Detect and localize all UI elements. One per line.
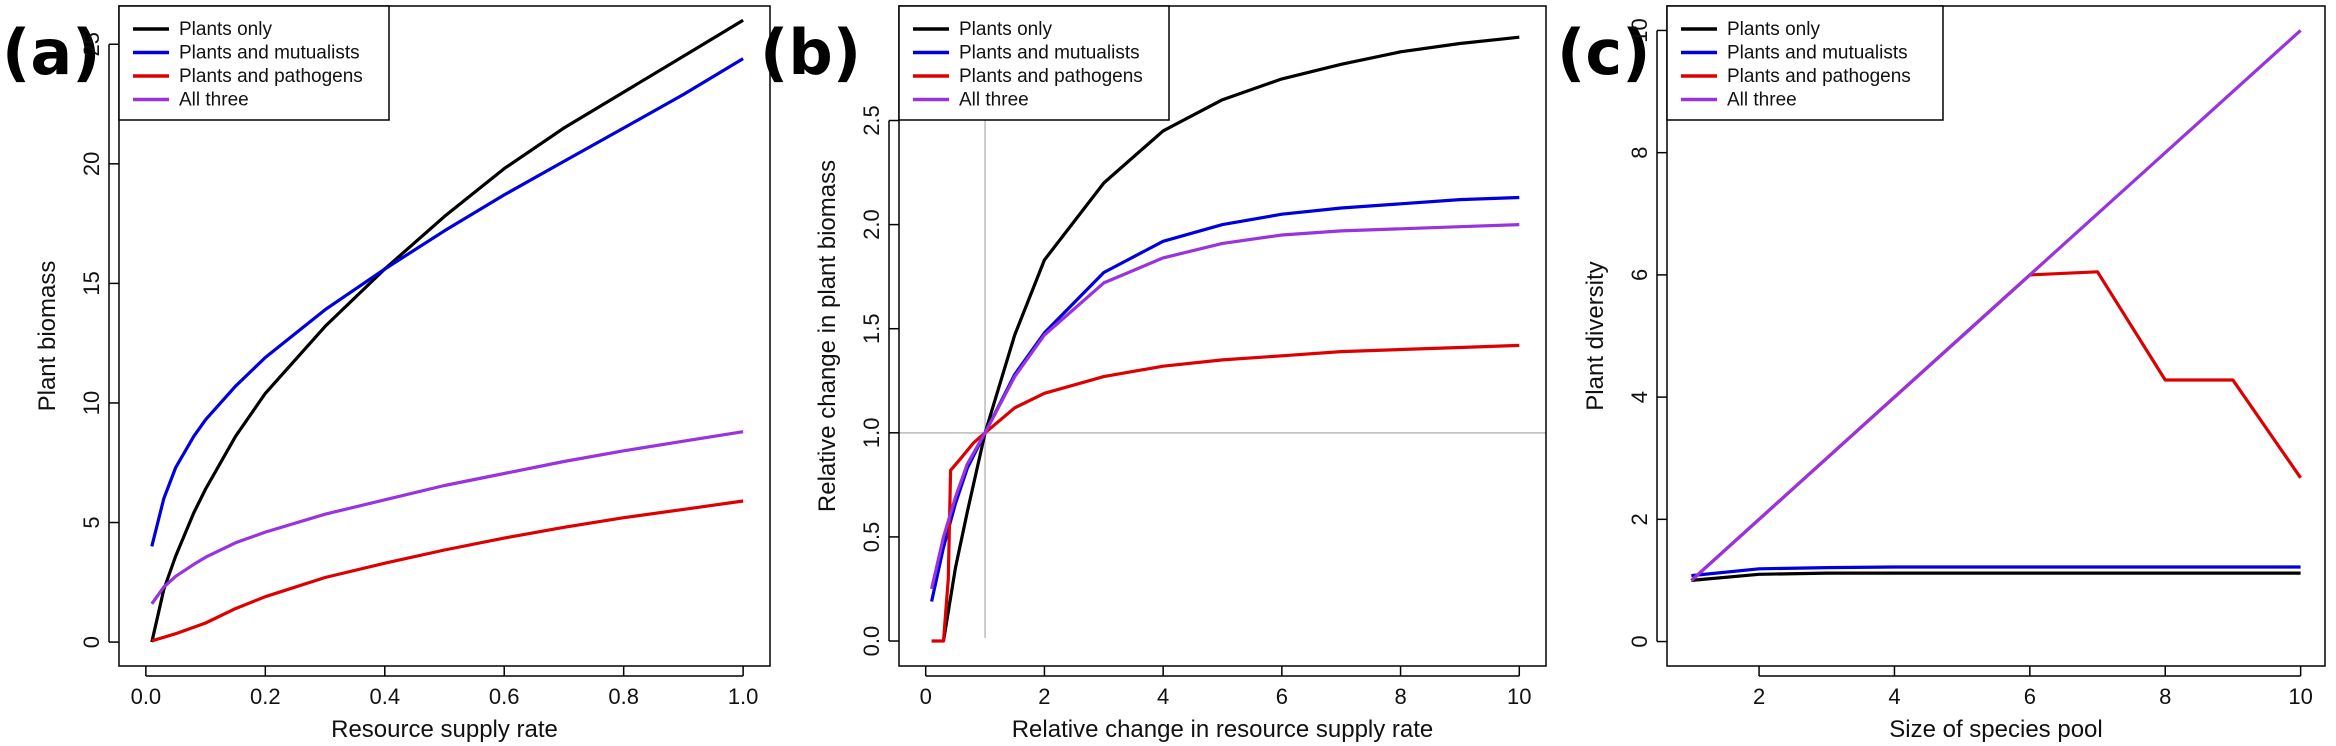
y-tick-label: 1.0: [859, 418, 884, 449]
x-tick-label: 8: [2159, 684, 2171, 709]
legend-label: Plants and pathogens: [179, 66, 363, 87]
legend-label: All three: [1727, 90, 1797, 111]
panel-b: (b) 0 2 4 6 8 10 0.0 0.5 1.0 1.5 2.0 2.5 Relative cha…: [760, 5, 1547, 743]
legend-label: Plants and pathogens: [959, 66, 1143, 87]
y-tick-label: 0: [79, 636, 104, 648]
plot-frame: [1666, 5, 2326, 667]
x-axis-title: Size of species pool: [1889, 716, 2102, 743]
plot-frame: [118, 5, 771, 667]
x-tick-label: 4: [1157, 684, 1169, 709]
legend-label: Plants only: [1727, 19, 1820, 40]
y-tick-label: 2.5: [859, 105, 884, 136]
series-line-plants-and-pathogens: [1690, 270, 2302, 582]
y-tick-label: 25: [79, 32, 104, 56]
series-line-plants-and-mutualists: [150, 57, 744, 547]
series-line-plants-only: [150, 18, 744, 643]
series-line-all-three: [150, 430, 744, 605]
x-axis-title: Resource supply rate: [331, 716, 558, 743]
legend-label: Plants and mutualists: [179, 43, 360, 64]
y-tick-label: 0: [1627, 635, 1652, 647]
x-tick-label: 10: [2288, 684, 2312, 709]
x-tick-label: 2: [1753, 684, 1765, 709]
panel-label: (b): [760, 16, 861, 89]
y-tick-label: 2.0: [859, 209, 884, 240]
legend-label: Plants only: [959, 19, 1052, 40]
x-tick-label: 8: [1394, 684, 1406, 709]
y-tick-label: 2: [1627, 513, 1652, 525]
x-tick-label: 0.4: [369, 684, 400, 709]
legend-label: All three: [959, 90, 1029, 111]
y-axis-title: Plant biomass: [34, 261, 61, 412]
y-axis-title: Relative change in plant biomass: [814, 160, 841, 512]
legend-label: Plants only: [179, 19, 272, 40]
x-tick-label: 0.0: [131, 684, 162, 709]
y-tick-label: 6: [1627, 269, 1652, 281]
series-line-plants-and-mutualists: [1691, 565, 2301, 578]
y-tick-label: 0.0: [859, 626, 884, 657]
plot-frame: [898, 5, 1547, 667]
panel-label: (a): [2, 16, 101, 89]
y-tick-label: 4: [1627, 391, 1652, 403]
legend-label: Plants and mutualists: [959, 43, 1140, 64]
y-tick-label: 0.5: [859, 522, 884, 553]
x-axis-title: Relative change in resource supply rate: [1012, 716, 1434, 743]
legend-label: All three: [179, 90, 249, 111]
panel-label: (c): [1557, 16, 1650, 89]
series-line-plants-only: [941, 35, 1520, 642]
x-tick-label: 2: [1038, 684, 1050, 709]
x-tick-label: 1.0: [728, 684, 759, 709]
x-tick-label: 0.8: [608, 684, 639, 709]
y-tick-label: 5: [79, 516, 104, 528]
legend-label: Plants and mutualists: [1727, 43, 1908, 64]
x-tick-label: 0: [920, 684, 932, 709]
y-tick-label: 15: [79, 271, 104, 295]
y-axis-title: Plant diversity: [1582, 261, 1609, 410]
y-tick-label: 8: [1627, 147, 1652, 159]
series-line-plants-and-pathogens: [151, 499, 744, 643]
legend-label: Plants and pathogens: [1727, 66, 1911, 87]
x-tick-label: 6: [1276, 684, 1288, 709]
x-tick-label: 4: [1888, 684, 1900, 709]
series-line-all-three: [930, 223, 1520, 590]
y-tick-label: 10: [79, 391, 104, 415]
x-tick-label: 10: [1507, 684, 1531, 709]
y-tick-label: 10: [1627, 18, 1652, 42]
panel-c: (c) 2 4 6 8 10 0 2 4 6 8 10 Size of species pool Plan…: [1557, 5, 2326, 743]
y-tick-label: 20: [79, 152, 104, 176]
series-line-plants-only: [1691, 571, 2301, 582]
x-tick-label: 6: [2024, 684, 2036, 709]
series-line-plants-and-mutualists: [930, 195, 1520, 602]
x-tick-label: 0.6: [489, 684, 520, 709]
series-line-plants-and-pathogens: [931, 343, 1520, 643]
panel-a: (a) 0.0 0.2 0.4 0.6 0.8 1.0 0 5 10 15 20 25 Resource …: [2, 5, 771, 743]
x-tick-label: 0.2: [250, 684, 281, 709]
series-line-all-three: [1690, 29, 2302, 582]
y-tick-label: 1.5: [859, 313, 884, 344]
